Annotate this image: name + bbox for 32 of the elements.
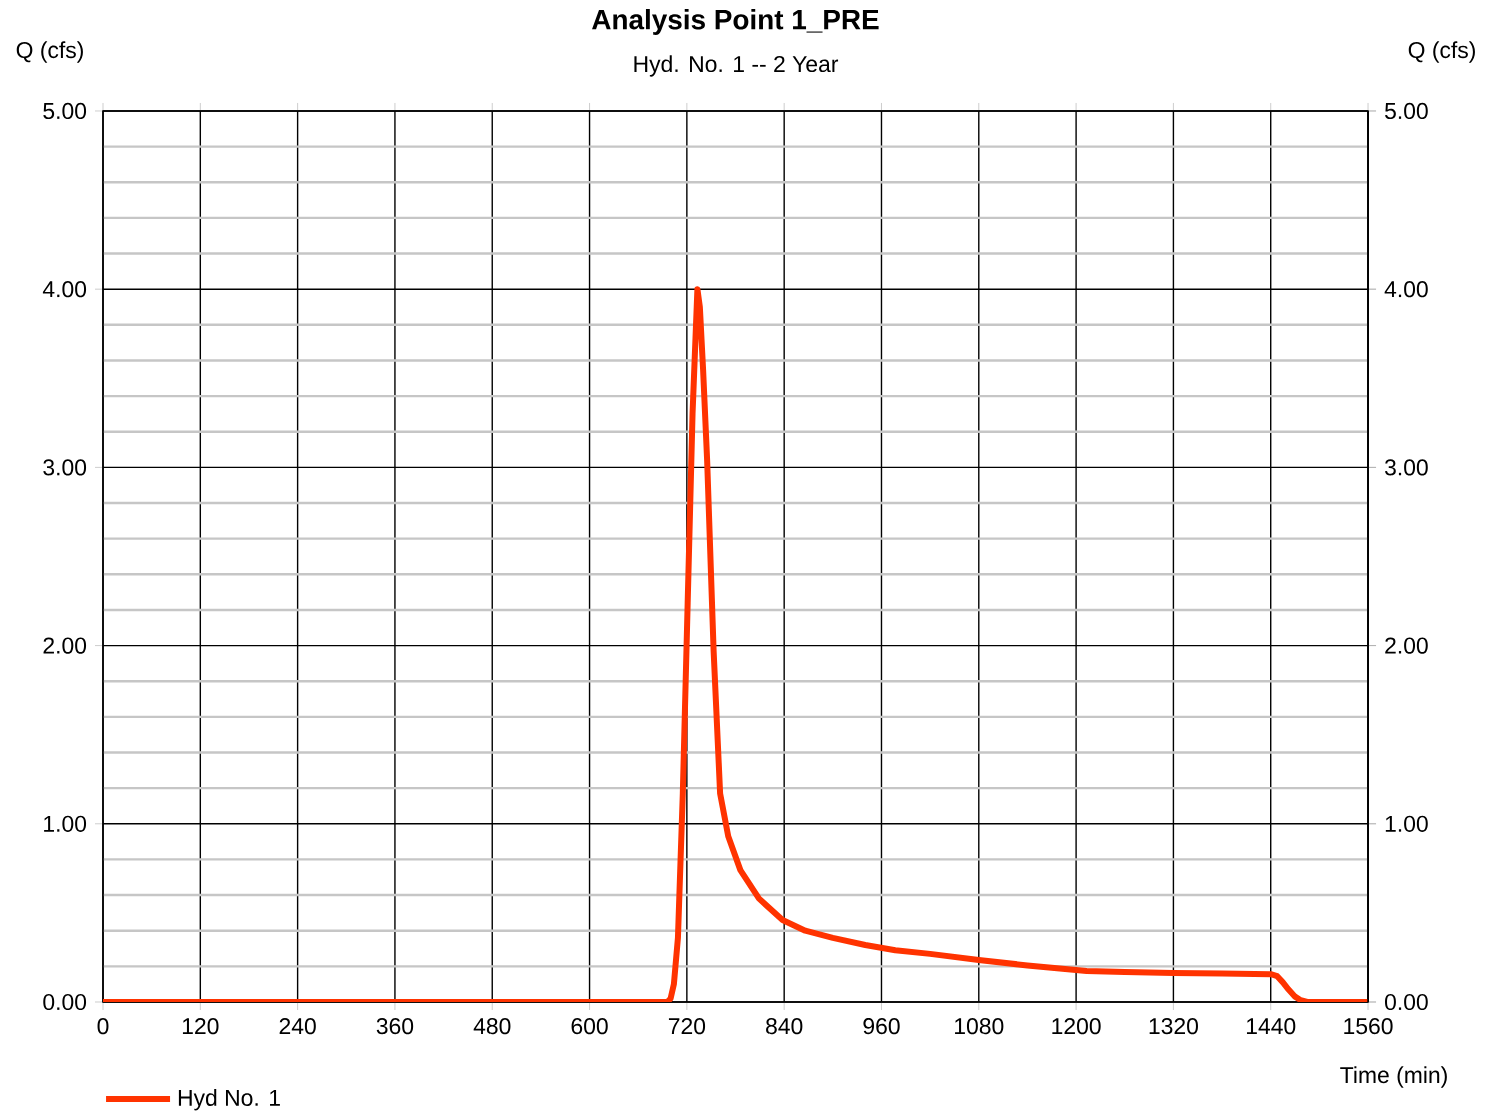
y2-tick-label: 5.00	[1384, 102, 1428, 120]
y2-axis-title: Q (cfs)	[1408, 41, 1475, 63]
y-tick-label: 5.00	[43, 102, 87, 120]
x-tick-label: 1320	[1149, 1017, 1198, 1035]
y2-tick-label: 1.00	[1385, 815, 1428, 832]
x-tick-label: 1560	[1344, 1017, 1393, 1035]
y2-tick-label: 2.00	[1385, 637, 1428, 654]
chart-title: Analysis Point 1_PRE	[592, 8, 879, 35]
y2-tick-label: 4.00	[1384, 281, 1428, 298]
y-tick-label: 4.00	[42, 281, 87, 298]
y-tick-label: 1.00	[44, 815, 87, 832]
y-tick-label: 2.00	[43, 637, 87, 654]
y2-tick-label: 3.00	[1384, 459, 1428, 476]
x-tick-label: 480	[473, 1017, 511, 1035]
x-tick-label: 1440	[1246, 1017, 1296, 1035]
x-tick-label: 120	[182, 1017, 219, 1035]
legend-label: Hyd No. 1	[178, 1089, 280, 1111]
x-tick-label: 240	[279, 1017, 316, 1035]
y-tick-label: 3.00	[43, 459, 87, 476]
x-tick-label: 1200	[1052, 1017, 1101, 1035]
y2-tick-label: 0.00	[1384, 993, 1428, 1011]
x-tick-label: 360	[376, 1017, 414, 1035]
x-axis-title: Time (min)	[1340, 1066, 1447, 1088]
x-tick-label: 720	[668, 1017, 706, 1035]
chart-subtitle: Hyd. No. 1 -- 2 Year	[634, 55, 839, 77]
x-tick-label: 840	[766, 1017, 803, 1035]
y-tick-label: 0.00	[43, 993, 87, 1011]
x-tick-label: 0	[97, 1017, 109, 1035]
x-tick-label: 1080	[955, 1017, 1004, 1035]
x-tick-label: 960	[863, 1017, 900, 1035]
x-tick-label: 600	[571, 1017, 608, 1035]
y-axis-title: Q (cfs)	[16, 41, 83, 63]
